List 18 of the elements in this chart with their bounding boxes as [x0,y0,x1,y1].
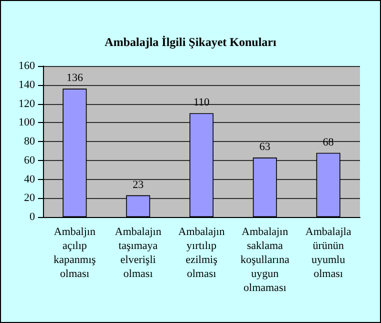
x-tick-label: Ambalajın saklama koşullarına uygun olmaması [240,226,290,294]
y-tick-label: 60 [24,154,36,166]
y-tick-label: 100 [18,116,36,129]
y-tick-label: 140 [18,78,36,91]
x-tick-label: Ambalajla ürünün uyumlu olması [305,226,352,280]
x-tick-label: Ambalajın taşımaya elverişli olması [114,226,162,280]
y-tick-label: 120 [18,98,36,110]
chart-title: Ambalajla İlgili Şikayet Konuları [104,35,278,49]
y-tick-label: 0 [30,211,36,223]
y-tick-label: 80 [24,136,36,148]
x-tick-label: Ambalajın yırtılıp ezilmiş olması [178,226,226,280]
data-label: 23 [132,178,144,191]
data-label: 63 [259,141,271,154]
y-tick-label: 40 [24,173,36,186]
y-tick-label: 20 [24,192,36,204]
y-tick-label: 160 [18,60,36,72]
data-label: 136 [66,72,84,84]
x-tick-label: Ambaljın açılıp kapanmış olması [54,226,96,280]
